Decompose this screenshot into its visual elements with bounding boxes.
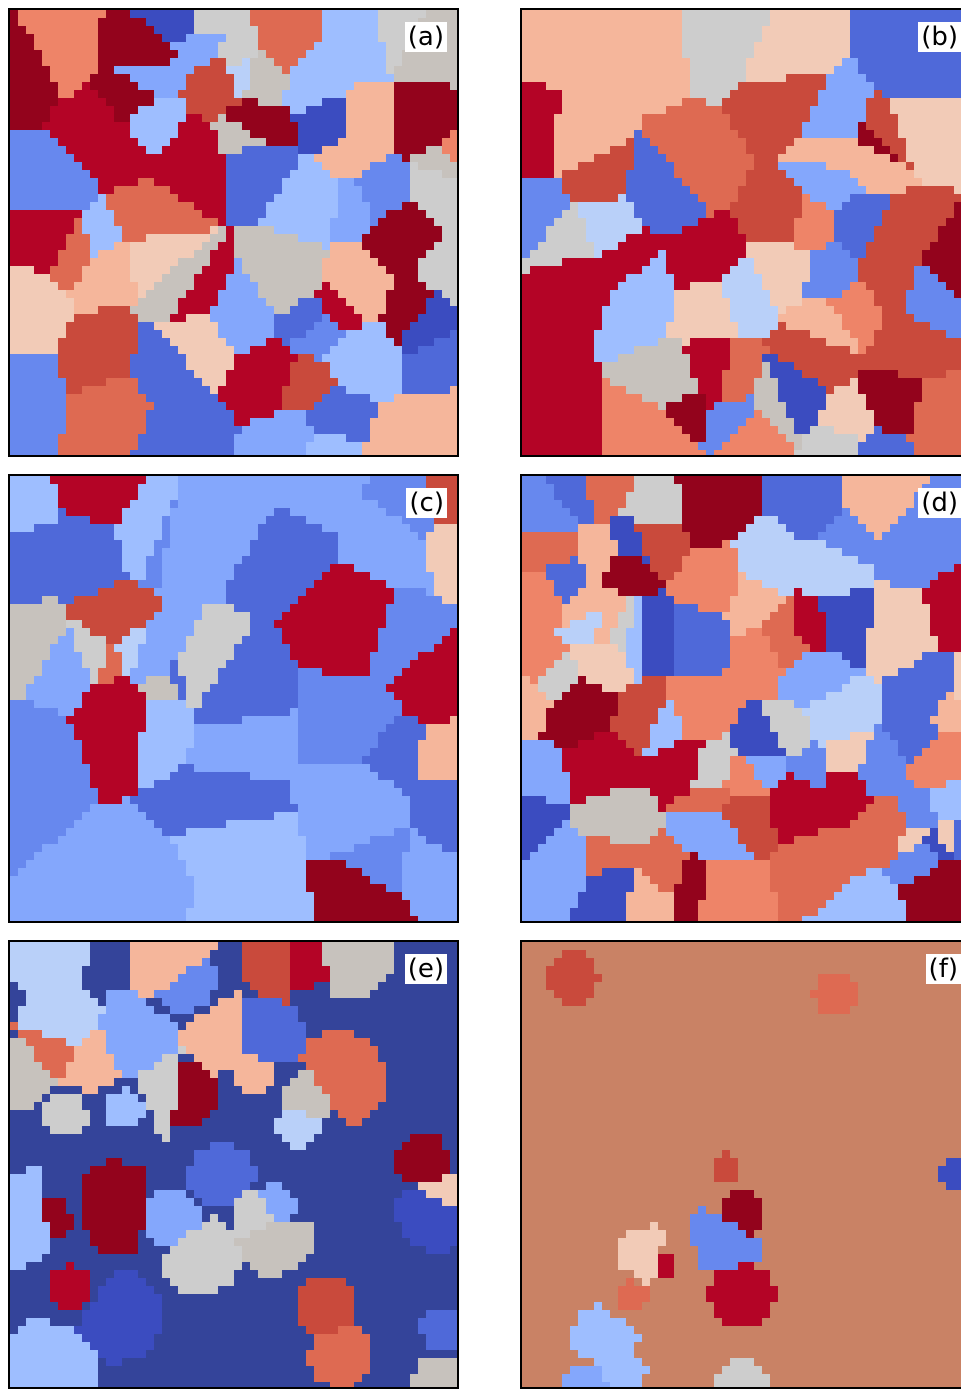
micrograph-panel: (c) <box>8 474 459 923</box>
grain-map <box>10 942 457 1387</box>
panel-label: (a) <box>405 22 447 52</box>
grain-map <box>10 10 457 455</box>
grain-map <box>10 476 457 921</box>
micrograph-panel: (a) <box>8 8 459 457</box>
grain-map <box>522 942 961 1387</box>
micrograph-panel: (b) <box>520 8 961 457</box>
panel-label: (d) <box>918 488 961 518</box>
figure: (a)(b)(c)(d)(e)(f) (() => { const data =… <box>0 0 961 1387</box>
panel-label: (b) <box>918 22 961 52</box>
micrograph-panel: (d) <box>520 474 961 923</box>
grain-map <box>522 476 961 921</box>
micrograph-panel: (e) <box>8 940 459 1389</box>
micrograph-panel: (f) <box>520 940 961 1389</box>
panel-label: (f) <box>926 954 961 984</box>
panel-label: (c) <box>406 488 447 518</box>
panel-label: (e) <box>405 954 447 984</box>
grain-map <box>522 10 961 455</box>
